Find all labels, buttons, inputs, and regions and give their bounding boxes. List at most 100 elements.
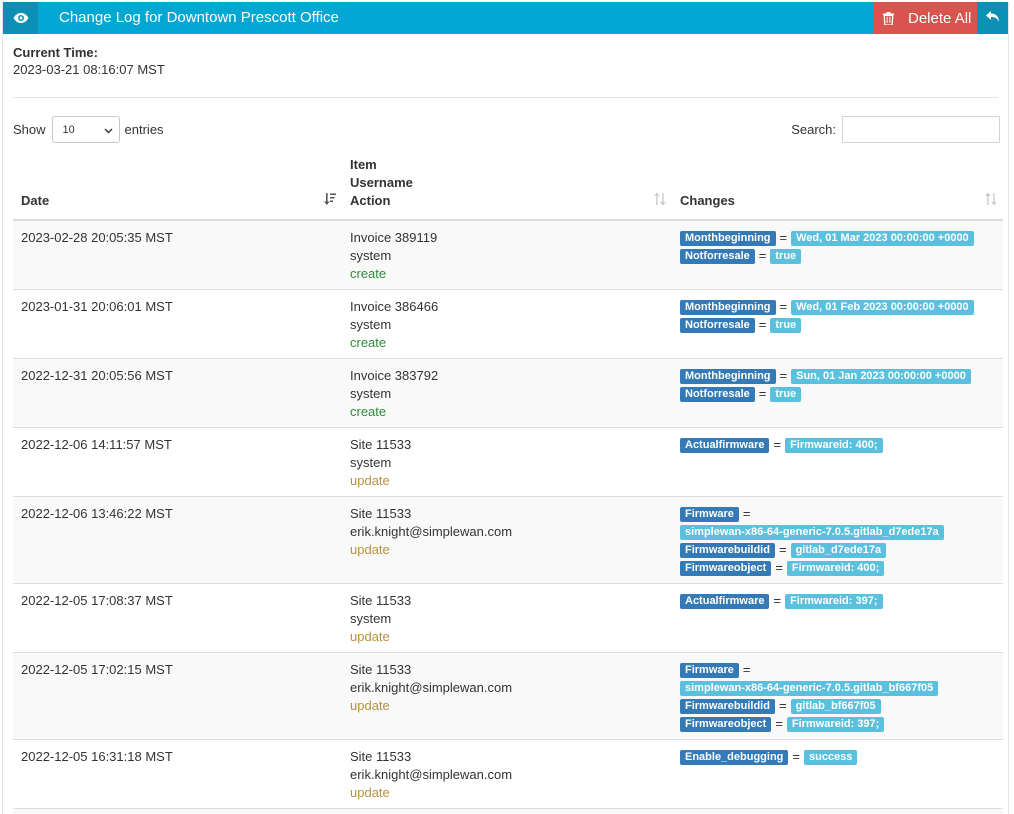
table-body: 2023-02-28 20:05:35 MST Invoice 389119 sys… — [13, 219, 1003, 814]
change-value-badge: Firmwareid: 397; — [786, 716, 885, 732]
equals-sign: = — [773, 592, 782, 608]
back-button[interactable] — [977, 2, 1008, 34]
change-value-badge: success — [804, 749, 858, 765]
item-name: Site 11533 — [350, 661, 412, 677]
equals-sign: = — [775, 559, 783, 575]
cell-changes: Monthbeginning = Wed, 01 Feb 2023 00:00:00… — [672, 288, 1003, 358]
change-field-badge: Actualfirmware — [680, 593, 770, 609]
eye-icon[interactable] — [3, 2, 38, 34]
change-value-badge: Wed, 01 Mar 2023 00:00:00 +0000 — [791, 231, 974, 247]
cell-changes — [672, 807, 1003, 814]
cell-date: 2022-12-05 17:08:37 MST — [13, 582, 342, 652]
change-field-badge: Firmwarebuildid — [680, 698, 775, 714]
item-action: create — [350, 334, 387, 350]
change-entry: Actualfirmware = Firmwareid: 397; — [680, 592, 995, 610]
cell-item — [342, 807, 672, 814]
cell-changes: Monthbeginning = Sun, 01 Jan 2023 00:00:00… — [672, 357, 1003, 427]
change-value-badge: Firmwareid: 400; — [785, 437, 883, 453]
page-length-control: Show 10 entries — [13, 116, 164, 143]
divider — [13, 97, 998, 98]
change-entry: Monthbeginning = Sun, 01 Jan 2023 00:00:00… — [680, 367, 995, 385]
equals-sign: = — [758, 248, 767, 263]
cell-date — [13, 807, 342, 814]
column-date-label: Date — [21, 193, 50, 208]
change-value-badge: Firmwareid: 400; — [786, 560, 885, 576]
cell-changes: Firmware = simplewan-x86-64-generic-7.0.5.… — [672, 651, 1003, 739]
item-username: erik.knight@simplewan.com — [350, 766, 513, 782]
table-row[interactable]: 2022-12-06 14:11:57 MST Site 11533 system u… — [13, 426, 1003, 496]
equals-sign: = — [742, 505, 751, 521]
change-value-badge: Wed, 01 Feb 2023 00:00:00 +0000 — [791, 299, 974, 315]
column-date-header[interactable]: Date — [13, 156, 342, 221]
item-action: create — [350, 403, 387, 419]
cell-item: Site 11533 system update — [342, 426, 672, 496]
change-field-badge: Firmwareobject — [680, 560, 772, 576]
entries-label: entries — [124, 122, 164, 137]
search-label: Search: — [791, 122, 836, 137]
change-entry: Firmwareobject = Firmwareid: 397; — [680, 715, 995, 733]
item-username: system — [350, 454, 392, 470]
change-field-badge: Monthbeginning — [680, 299, 776, 315]
column-changes-label: Changes — [680, 193, 735, 208]
change-field-badge: Actualfirmware — [680, 437, 770, 453]
search-input[interactable] — [842, 116, 1000, 143]
delete-all-label: Delete All — [908, 9, 972, 27]
search-control: Search: — [791, 116, 1000, 143]
change-log-table: Date Item Username Action — [13, 156, 1003, 814]
change-entry: Actualfirmware = Firmwareid: 400; — [680, 436, 995, 454]
current-time: Current Time: 2023-03-21 08:16:07 MST — [3, 34, 1008, 78]
item-name: Invoice 389119 — [350, 230, 438, 245]
item-action: update — [350, 472, 390, 488]
change-field-badge: Enable_debugging — [680, 749, 789, 765]
page-size-select[interactable]: 10 — [51, 116, 120, 143]
change-field-badge: Notforresale — [680, 317, 755, 333]
page-title: Change Log for Downtown Prescott Office — [59, 9, 339, 26]
change-field-badge: Firmwarebuildid — [680, 542, 775, 558]
cell-date: 2022-12-31 20:05:56 MST — [13, 357, 342, 427]
column-item-header[interactable]: Item Username Action — [342, 156, 672, 221]
item-username: erik.knight@simplewan.com — [350, 523, 513, 539]
item-name: Site 11533 — [350, 436, 412, 452]
change-value-badge: true — [770, 317, 802, 333]
equals-sign: = — [779, 298, 788, 314]
cell-date: 2022-12-06 14:11:57 MST — [13, 426, 342, 496]
column-item-label: Item — [350, 157, 377, 172]
column-username-label: Username — [350, 175, 413, 190]
table-row[interactable]: 2023-01-31 20:06:01 MST Invoice 386466 sys… — [13, 288, 1003, 358]
chevron-down-icon — [104, 125, 113, 137]
item-action: update — [350, 784, 390, 800]
change-entry: Enable_debugging = success — [680, 748, 995, 766]
item-name: Site 11533 — [350, 592, 412, 608]
change-value-badge: true — [770, 249, 802, 265]
cell-date: 2022-12-05 16:31:18 MST — [13, 738, 342, 808]
current-time-label: Current Time: — [13, 45, 98, 60]
table-row[interactable]: 2022-12-05 17:02:15 MST Site 11533 erik.kn… — [13, 651, 1003, 739]
change-entry: Notforresale = true — [680, 316, 995, 334]
table-row[interactable]: 2022-12-05 17:08:37 MST Site 11533 system u… — [13, 582, 1003, 652]
change-field-badge: Firmware — [680, 506, 739, 522]
change-entry: Firmwarebuildid = gitlab_d7ede17a — [680, 541, 995, 559]
table-row[interactable] — [13, 807, 1003, 814]
show-label: Show — [13, 122, 46, 137]
table-row[interactable]: 2022-12-31 20:05:56 MST Invoice 383792 sys… — [13, 357, 1003, 427]
item-action: update — [350, 697, 390, 713]
current-time-value: 2023-03-21 08:16:07 MST — [13, 62, 165, 77]
cell-item: Invoice 386466 system create — [342, 288, 672, 358]
item-name: Site 11533 — [350, 748, 412, 764]
column-changes-header[interactable]: Changes — [672, 156, 1003, 221]
reply-arrow-icon — [985, 10, 1001, 27]
equals-sign: = — [758, 385, 767, 401]
sort-both-icon — [985, 192, 997, 211]
change-value-badge: simplewan-x86-64-generic-7.0.5.gitlab_d7… — [680, 524, 944, 540]
change-entry: Monthbeginning = Wed, 01 Mar 2023 00:00:00… — [680, 229, 995, 247]
equals-sign: = — [779, 367, 788, 383]
table-row[interactable]: 2022-12-05 16:31:18 MST Site 11533 erik.kn… — [13, 738, 1003, 808]
change-entry: Monthbeginning = Wed, 01 Feb 2023 00:00:00… — [680, 298, 995, 316]
equals-sign: = — [779, 230, 788, 245]
column-action-label: Action — [350, 193, 391, 208]
table-row[interactable]: 2022-12-06 13:46:22 MST Site 11533 erik.kn… — [13, 495, 1003, 583]
delete-all-button[interactable]: Delete All — [873, 2, 977, 34]
table-row[interactable]: 2023-02-28 20:05:35 MST Invoice 389119 sys… — [13, 219, 1003, 289]
change-field-badge: Monthbeginning — [680, 231, 776, 247]
